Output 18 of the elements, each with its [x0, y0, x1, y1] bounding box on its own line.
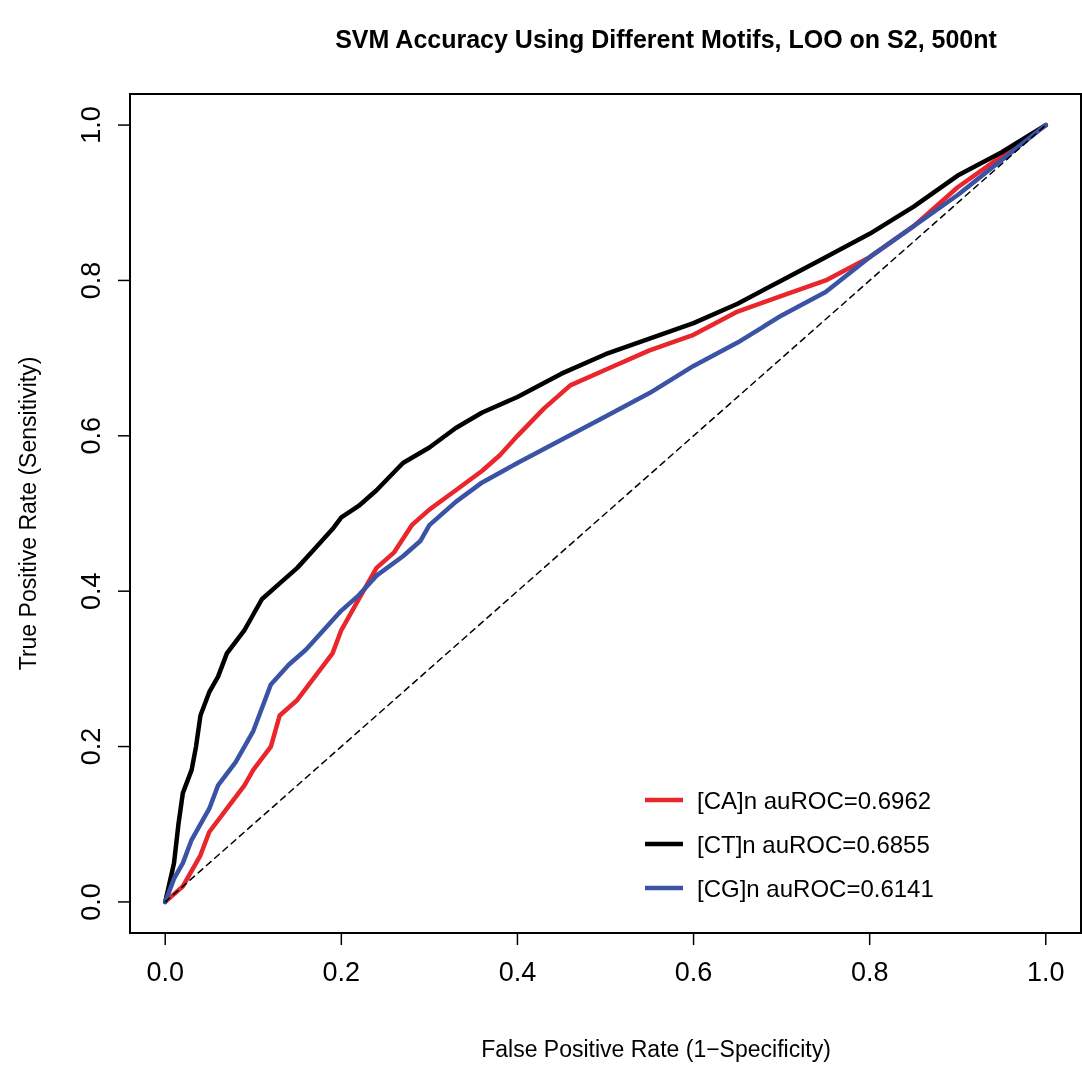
y-tick-label: 1.0: [76, 106, 106, 144]
x-tick-label: 0.2: [322, 957, 361, 987]
legend-label: [CA]n auROC=0.6962: [697, 787, 932, 814]
chart-title: SVM Accuracy Using Different Motifs, LOO on S2, 500nt: [335, 25, 998, 53]
x-tick-label: 0.0: [146, 957, 184, 987]
x-tick-label: 1.0: [1027, 957, 1065, 987]
y-tick-label: 0.6: [76, 417, 106, 455]
y-axis-title: True Positive Rate (Sensitivity): [15, 356, 41, 671]
x-tick-label: 0.8: [850, 957, 889, 987]
y-tick-label: 0.2: [76, 727, 106, 766]
y-tick-label: 0.8: [76, 261, 106, 300]
legend-label: [CT]n auROC=0.6855: [697, 831, 930, 858]
y-tick-label: 0.0: [76, 883, 106, 921]
x-tick-label: 0.6: [674, 957, 713, 987]
x-axis-title: False Positive Rate (1−Specificity): [481, 1036, 831, 1062]
x-tick-label: 0.4: [498, 957, 537, 987]
y-tick-label: 0.4: [76, 572, 106, 610]
legend-label: [CG]n auROC=0.6141: [697, 875, 934, 902]
